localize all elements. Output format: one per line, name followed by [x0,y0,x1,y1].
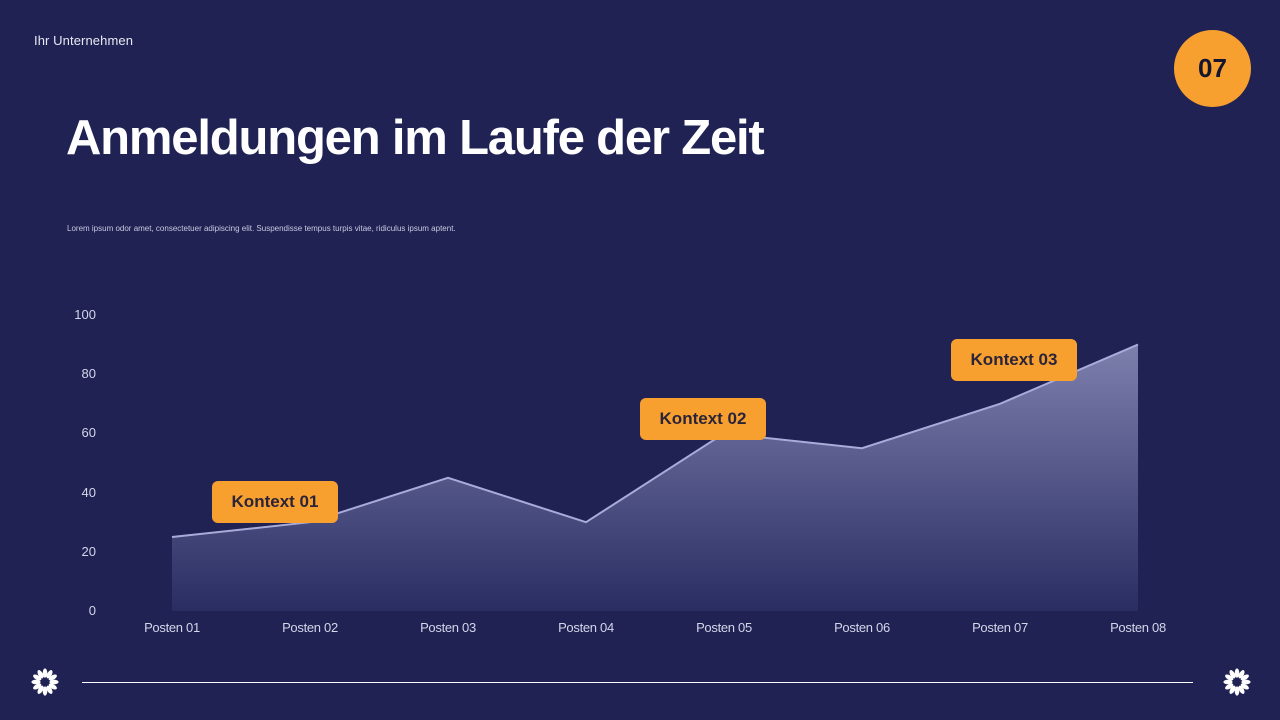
page-subtitle: Lorem ipsum odor amet, consectetuer adip… [67,224,456,233]
page-number-badge: 07 [1174,30,1251,107]
flower-icon [1223,668,1251,696]
company-name: Ihr Unternehmen [34,33,134,48]
x-tick-label: Posten 01 [144,620,200,635]
page-title: Anmeldungen im Laufe der Zeit [66,111,765,165]
y-tick-label: 40 [81,484,96,500]
y-tick-label: 60 [81,425,96,441]
x-tick-label: Posten 04 [558,620,614,635]
x-tick-label: Posten 05 [696,620,752,635]
context-callout: Kontext 03 [951,339,1077,381]
y-tick-label: 100 [74,307,96,322]
x-tick-label: Posten 07 [972,620,1028,635]
area-fill [172,344,1138,611]
x-tick-label: Posten 06 [834,620,890,635]
y-tick-label: 80 [81,366,96,382]
y-tick-label: 20 [81,543,96,559]
x-tick-label: Posten 08 [1110,620,1166,635]
context-callout: Kontext 02 [640,398,766,440]
flower-icon [31,668,59,696]
x-tick-label: Posten 02 [282,620,338,635]
x-tick-label: Posten 03 [420,620,476,635]
y-tick-label: 0 [88,603,96,618]
footer-divider [82,682,1193,683]
context-callout: Kontext 01 [212,481,338,523]
